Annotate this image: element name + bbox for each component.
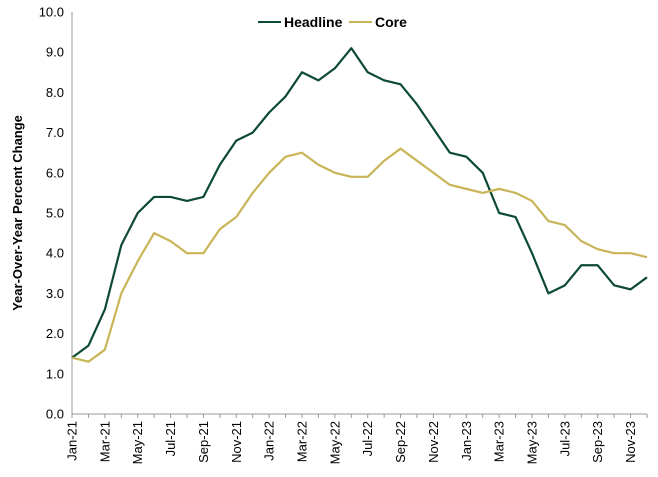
y-tick-label: 2.0 [46,326,64,341]
x-tick-label: Mar-23 [492,421,507,462]
x-tick-label: Nov-23 [623,421,638,463]
x-tick-label: Mar-21 [97,421,112,462]
y-tick-labels: 0.0 1.0 2.0 3.0 4.0 5.0 6.0 7.0 8.0 9.0 10.0 [39,5,64,422]
y-tick-label: 0.0 [46,407,64,422]
y-tick-label: 8.0 [46,85,64,100]
x-tick-label: Sep-21 [196,421,211,463]
x-tick-label: Nov-22 [426,421,441,463]
y-tick-label: 3.0 [46,286,64,301]
y-tick-label: 1.0 [46,366,64,381]
x-tick-labels: Jan-21 Mar-21 May-21 Jul-21 Sep-21 Nov-21 Jan-… [65,414,648,464]
x-tick-label: Mar-22 [295,421,310,462]
y-tick-label: 10.0 [39,5,64,20]
y-tick-label: 6.0 [46,165,64,180]
y-tick-label: 5.0 [46,206,64,221]
series-lines [71,47,648,363]
x-tick-label: Jul-22 [360,421,375,456]
x-tick-label: May-23 [525,421,540,464]
y-axis-title: Year-Over-Year Percent Change [10,115,25,311]
x-tick-label: Jul-23 [557,421,572,456]
x-tick-label: Jan-22 [262,421,277,461]
series-line-headline [71,47,648,359]
x-tick-label: Nov-21 [229,421,244,463]
legend: Headline Core [258,14,407,30]
x-tick-label: Sep-23 [590,421,605,463]
x-tick-label: Jan-23 [459,421,474,461]
y-tick-label: 4.0 [46,246,64,261]
legend-label-core: Core [375,14,407,30]
legend-label-headline: Headline [284,14,343,30]
x-tick-label: May-22 [327,421,342,464]
y-tick-label: 7.0 [46,125,64,140]
series-line-core [71,147,648,363]
x-tick-label: Jul-21 [163,421,178,456]
x-tick-label: Jan-21 [65,421,80,461]
x-tick-label: Sep-22 [393,421,408,463]
chart-axes [71,12,647,415]
x-tick-label: May-21 [130,421,145,464]
y-tick-label: 9.0 [46,45,64,60]
